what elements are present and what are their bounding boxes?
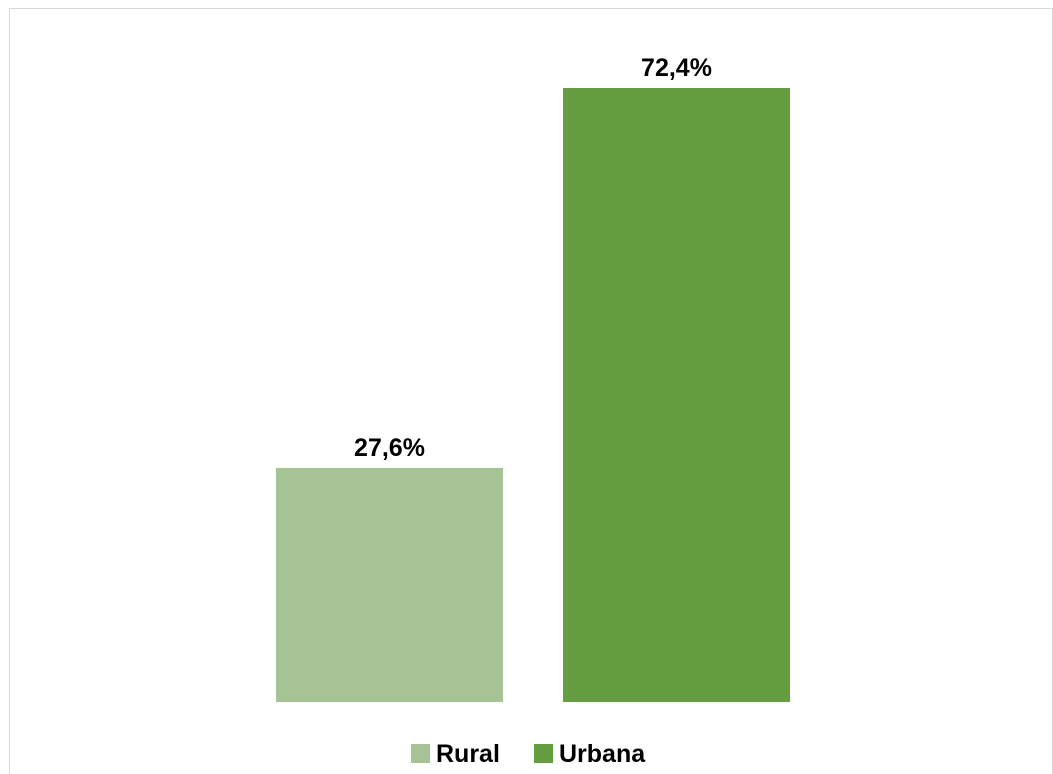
- legend: Rural Urbana: [411, 740, 646, 768]
- bars-group: [276, 88, 790, 702]
- legend-label-urbana: Urbana: [559, 740, 646, 768]
- legend-swatch-rural: [411, 744, 430, 763]
- bar-urbana: [563, 88, 790, 702]
- legend-swatch-urbana: [534, 744, 553, 763]
- data-label-urbana: 72,4%: [641, 54, 712, 82]
- legend-label-rural: Rural: [436, 740, 500, 768]
- data-labels-group: 27,6% 72,4%: [354, 54, 712, 462]
- data-label-rural: 27,6%: [354, 434, 425, 462]
- bar-rural: [276, 467, 503, 702]
